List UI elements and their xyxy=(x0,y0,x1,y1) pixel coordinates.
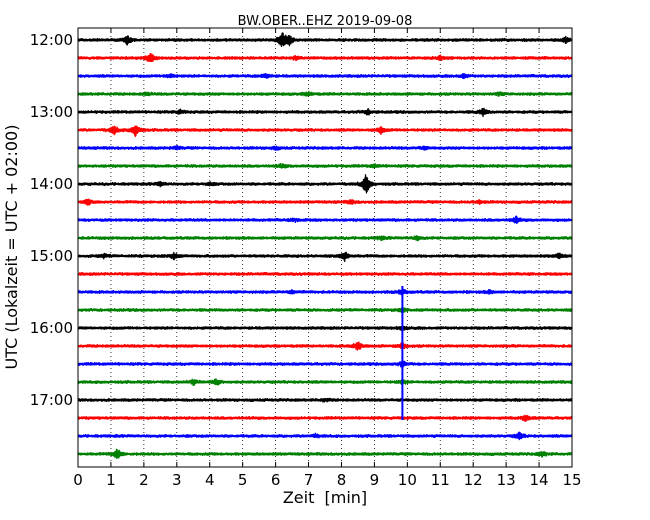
trace-1515 xyxy=(77,271,573,277)
trace-1545 xyxy=(77,306,573,314)
trace-1300 xyxy=(77,107,573,117)
trace-1430 xyxy=(77,215,573,224)
trace-1245 xyxy=(77,90,573,97)
x-tick-label: 10 xyxy=(398,471,417,489)
trace-1745 xyxy=(77,448,573,460)
trace-1715 xyxy=(77,414,573,422)
trace-1730 xyxy=(77,431,573,441)
trace-1400 xyxy=(77,174,573,194)
trace-1445 xyxy=(77,235,573,242)
trace-1345 xyxy=(77,162,573,169)
x-tick-label: 14 xyxy=(530,471,549,489)
x-tick-label: 0 xyxy=(73,471,83,489)
x-tick-label: 8 xyxy=(337,471,347,489)
x-tick-label: 6 xyxy=(271,471,281,489)
x-tick-label: 4 xyxy=(205,471,215,489)
trace-1530 xyxy=(77,288,573,296)
trace-1415 xyxy=(77,198,573,206)
trace-1200 xyxy=(77,32,573,47)
trace-1630 xyxy=(77,360,573,368)
trace-1330 xyxy=(77,145,573,151)
y-axis: 12:00 13:00 14:00 15:00 16:00 17:00 xyxy=(30,31,572,409)
x-axis: 0 1 2 3 4 5 6 7 8 9 10 11 12 13 14 15 xyxy=(73,28,582,489)
x-tick-label: 3 xyxy=(172,471,182,489)
x-tick-label: 2 xyxy=(139,471,149,489)
trace-1215 xyxy=(77,52,573,63)
chart-title: BW.OBER..EHZ 2019-09-08 xyxy=(238,14,413,29)
trace-1315 xyxy=(77,125,573,137)
seismic-traces xyxy=(77,32,573,460)
y-tick-label: 16:00 xyxy=(30,319,73,337)
trace-1700 xyxy=(77,397,573,403)
trace-1600 xyxy=(77,325,573,332)
x-tick-label: 1 xyxy=(106,471,116,489)
x-axis-label: Zeit [min] xyxy=(283,488,367,507)
plot-frame xyxy=(77,27,573,468)
x-tick-label: 13 xyxy=(497,471,516,489)
x-tick-label: 11 xyxy=(431,471,450,489)
y-tick-label: 17:00 xyxy=(30,391,73,409)
x-tick-label: 12 xyxy=(464,471,483,489)
y-tick-label: 14:00 xyxy=(30,175,73,193)
trace-1615 xyxy=(77,341,573,351)
trace-1230 xyxy=(77,73,573,80)
x-tick-label: 7 xyxy=(304,471,314,489)
x-tick-label: 9 xyxy=(370,471,380,489)
y-tick-label: 15:00 xyxy=(30,247,73,265)
x-tick-label: 15 xyxy=(562,471,581,489)
trace-1500 xyxy=(77,251,573,263)
y-tick-label: 13:00 xyxy=(30,103,73,121)
y-tick-label: 12:00 xyxy=(30,31,73,49)
trace-1645 xyxy=(77,378,573,386)
y-axis-label: UTC (Lokalzeit = UTC + 02:00) xyxy=(2,125,21,370)
x-tick-label: 5 xyxy=(238,471,248,489)
